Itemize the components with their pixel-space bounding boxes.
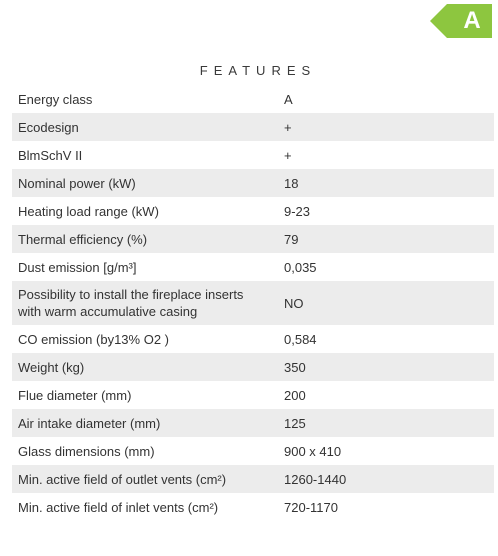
feature-label: Min. active field of outlet vents (cm²)	[18, 471, 227, 487]
feature-value: 0,584	[284, 331, 317, 347]
feature-label: Min. active field of inlet vents (cm²)	[18, 499, 219, 515]
feature-label: Heating load range (kW)	[18, 203, 159, 219]
energy-class-letter: A	[463, 7, 481, 34]
feature-value: +	[284, 147, 292, 163]
table-row: Air intake diameter (mm) 125	[12, 409, 494, 437]
feature-value: NO	[284, 295, 304, 311]
feature-label: Weight (kg)	[18, 359, 85, 375]
badge-arrow-shape	[430, 4, 492, 38]
feature-value: 9-23	[284, 203, 311, 219]
feature-value: 350	[284, 359, 306, 375]
feature-label: Dust emission [g/m³]	[18, 259, 137, 275]
feature-value: 125	[284, 415, 306, 431]
features-table: Energy class A Ecodesign + BlmSchV II + …	[12, 85, 494, 521]
feature-label: Flue diameter (mm)	[18, 387, 132, 403]
feature-label: Thermal efficiency (%)	[18, 231, 148, 247]
feature-value: A	[284, 91, 293, 107]
feature-value: 18	[284, 175, 299, 191]
table-row: Weight (kg) 350	[12, 353, 494, 381]
feature-value: 1260-1440	[284, 471, 347, 487]
table-row: CO emission (by13% O2 ) 0,584	[12, 325, 494, 353]
table-row: Flue diameter (mm) 200	[12, 381, 494, 409]
feature-value: 0,035	[284, 259, 317, 275]
table-row: Heating load range (kW) 9-23	[12, 197, 494, 225]
energy-class-badge: A	[430, 4, 492, 38]
table-row: Energy class A	[12, 85, 494, 113]
feature-value: +	[284, 119, 292, 135]
feature-label: Air intake diameter (mm)	[18, 415, 161, 431]
feature-label: Nominal power (kW)	[18, 175, 136, 191]
table-row: Ecodesign +	[12, 113, 494, 141]
table-row: Glass dimensions (mm) 900 x 410	[12, 437, 494, 465]
feature-value: 900 x 410	[284, 443, 342, 459]
feature-label: BlmSchV II	[18, 147, 83, 163]
features-title: FEATURES	[199, 63, 317, 78]
feature-label: Glass dimensions (mm)	[18, 443, 155, 459]
feature-value: 200	[284, 387, 306, 403]
feature-label: Possibility to install the fireplace ins…	[18, 287, 244, 319]
table-row: Dust emission [g/m³] 0,035	[12, 253, 494, 281]
feature-value: 720-1170	[284, 499, 338, 515]
feature-label: Ecodesign	[18, 119, 79, 135]
table-row: BlmSchV II +	[12, 141, 494, 169]
table-row: Min. active field of outlet vents (cm²) …	[12, 465, 494, 493]
feature-label: Energy class	[18, 91, 93, 107]
table-row: Min. active field of inlet vents (cm²) 7…	[12, 493, 494, 521]
feature-value: 79	[284, 231, 299, 247]
table-row: Nominal power (kW) 18	[12, 169, 494, 197]
table-row: Thermal efficiency (%) 79	[12, 225, 494, 253]
table-row: Possibility to install the fireplace ins…	[12, 281, 494, 325]
feature-label: CO emission (by13% O2 )	[18, 331, 169, 347]
